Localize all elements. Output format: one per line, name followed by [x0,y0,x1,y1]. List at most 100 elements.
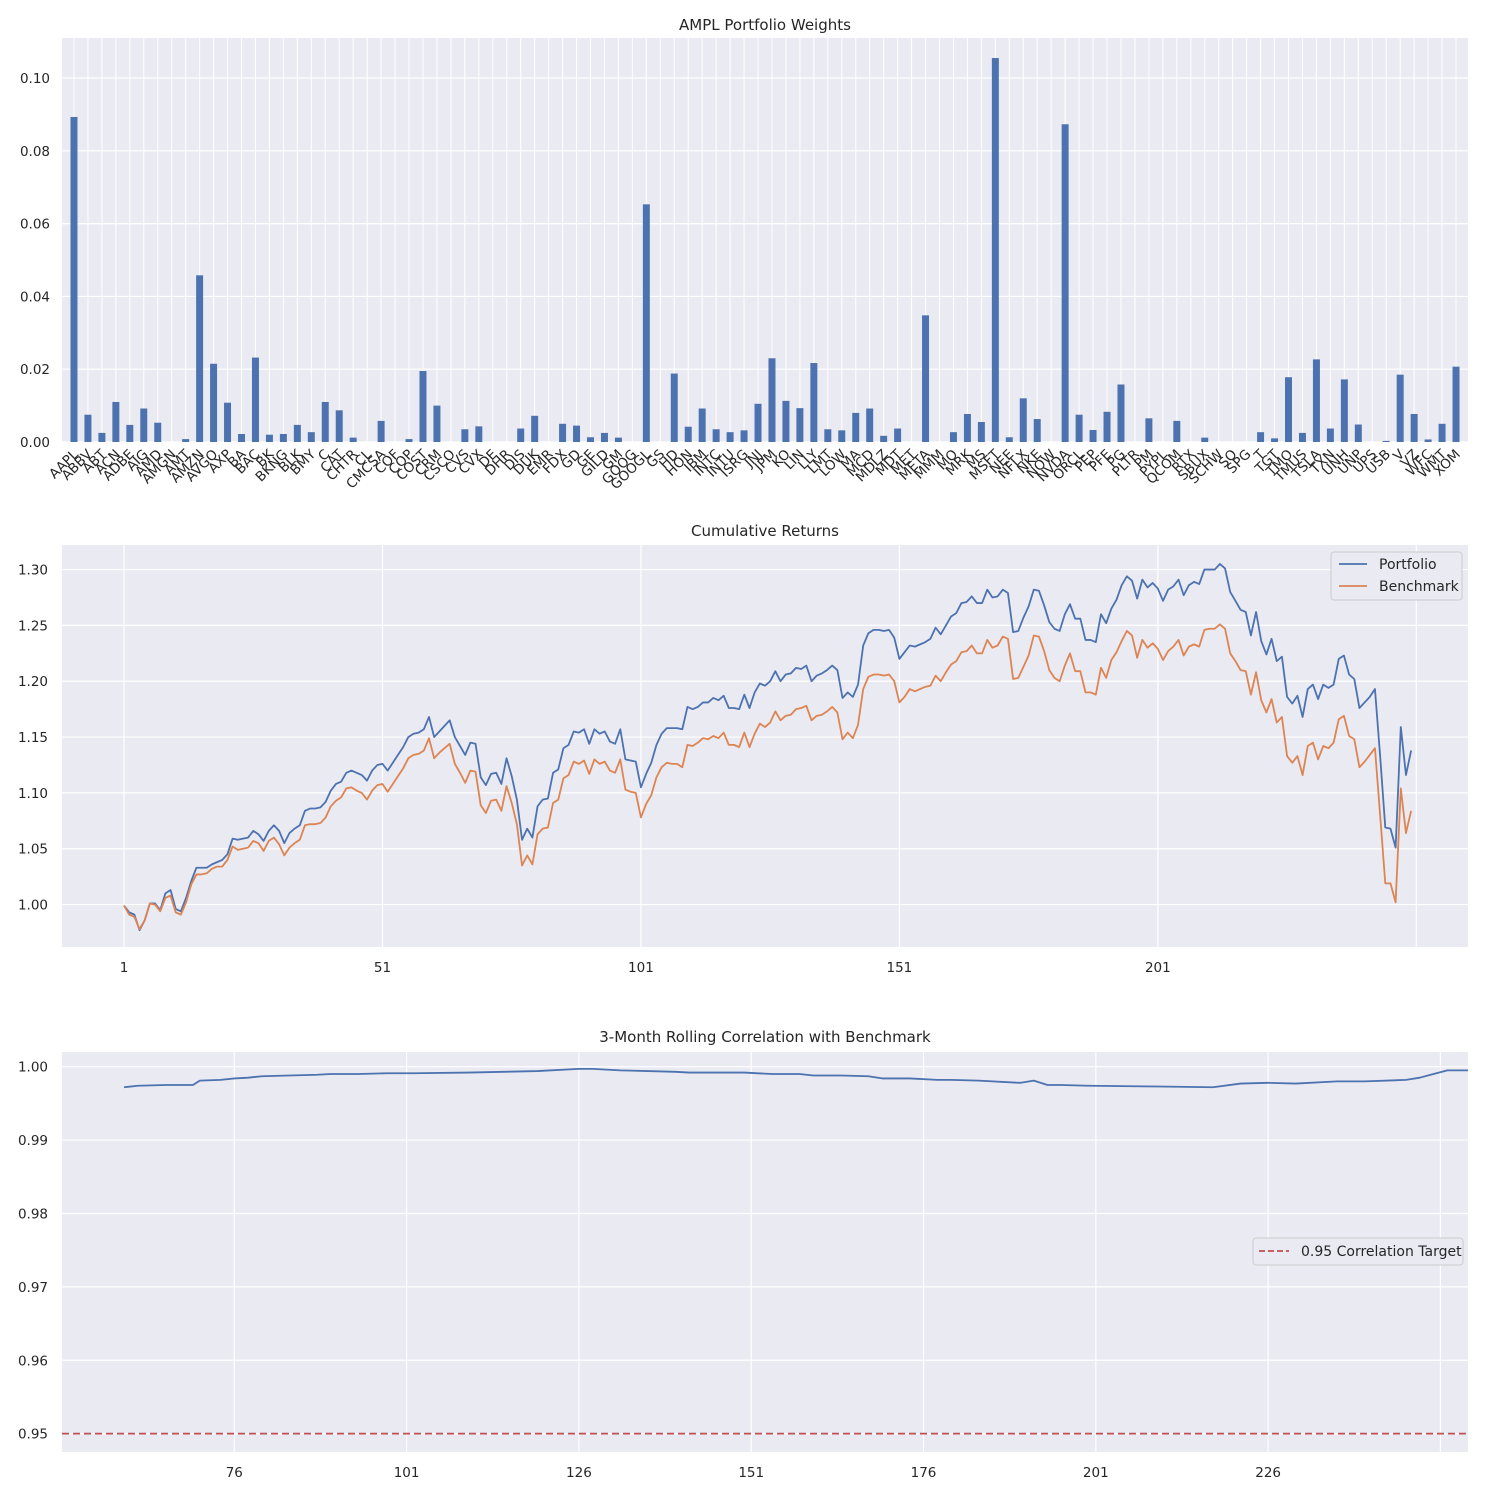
weight-bar-v [1396,374,1404,442]
returns-y-tick-label: 1.15 [18,730,48,746]
correlation-x-tick-label: 201 [1083,1465,1109,1481]
correlation-legend-box [1252,1237,1464,1266]
weight-bar-bk [265,434,273,442]
weight-bar-avgo [210,363,218,442]
weight-bar-duk [531,415,539,442]
returns-y-tick-label: 1.25 [18,618,48,634]
weight-bar-crm [433,405,441,442]
weights-y-tick-label: 0.08 [20,144,50,160]
weight-bar-lin [796,408,804,442]
legend-portfolio-label: Portfolio [1379,557,1437,573]
weight-bar-tsla [1312,359,1320,442]
correlation-y-tick-label: 0.98 [18,1206,48,1222]
weight-bar-blk [293,424,301,442]
correlation-x-tick-label: 76 [226,1465,243,1481]
weight-bar-nflx [1019,398,1027,442]
returns-plot-area [62,545,1468,947]
returns-gridlines [62,545,1468,947]
weight-bar-pg [1117,384,1125,442]
weights-chart: 0.000.020.040.060.080.10 AAPLABBVABTACNA… [20,16,1468,493]
weight-bar-ge [587,437,594,442]
weight-bar-ibm [698,408,706,442]
weight-bar-pep [1089,429,1097,442]
weight-bar-bkng [279,433,287,442]
weights-y-tick-label: 0.04 [20,289,50,305]
returns-x-tick-labels: 1 51 101 151 201 [120,960,1171,976]
correlation-y-tick-labels: 0.95 0.96 0.97 0.98 0.99 1.00 [18,1060,48,1443]
weight-bar-amd [154,422,162,442]
weight-bar-googl [642,204,650,442]
weight-bar-bac [251,357,259,442]
weight-bar-c [321,401,329,442]
correlation-x-tick-label: 151 [738,1465,764,1481]
correlation-y-tick-label: 0.97 [18,1280,48,1296]
weights-bars [70,58,1460,443]
correlation-x-tick-label: 226 [1255,1465,1281,1481]
weight-bar-msft [991,58,999,443]
weight-bar-abbv [84,414,92,442]
correlation-x-tick-label: 126 [566,1465,592,1481]
returns-legend: Portfolio Benchmark [1330,551,1463,601]
weight-bar-intc [712,429,720,442]
weight-bar-wfc [1424,439,1432,442]
weight-bar-jpm [768,358,776,442]
correlation-y-tick-label: 0.95 [18,1427,48,1443]
correlation-series-line-0 [123,1067,1468,1089]
weight-bar-cvs [461,429,469,442]
weight-bar-low [838,430,846,442]
weight-bar-hon [684,426,692,442]
weight-bar-meta [922,315,930,442]
returns-y-tick-label: 1.05 [18,842,48,858]
correlation-x-tick-label: 101 [394,1465,420,1481]
weight-bar-aig [140,408,148,442]
weight-bar-tmus [1298,432,1306,442]
weight-bar-cvx [475,426,483,442]
correlation-gridlines [62,1052,1468,1452]
weight-bar-amt [182,439,190,442]
weight-bar-xom [1452,366,1460,442]
weight-bar-tmo [1285,377,1292,442]
correlation-legend: 0.95 Correlation Target [1252,1237,1464,1266]
correlation-x-tick-labels: 76 101 126 151 176 201 226 [226,1465,1281,1481]
returns-x-tick-label: 151 [887,960,913,976]
weights-y-tick-label: 0.02 [20,362,50,378]
correlation-lines [62,1067,1468,1435]
weight-bar-mcd [866,408,874,442]
weight-bar-cop [405,439,413,442]
weights-y-tick-label: 0.00 [20,435,50,451]
weight-bar-fdx [559,423,567,442]
weight-bar-gild [600,432,608,442]
legend-target-label: 0.95 Correlation Target [1301,1244,1462,1260]
weights-plot-area [62,38,1468,442]
weight-bar-chtr [349,437,357,442]
weight-bar-pfe [1103,411,1111,442]
rolling-correlation-chart: 0.95 0.96 0.97 0.98 0.99 1.00 76 101 126 151 176 2… [18,1028,1468,1481]
weight-bar-nvda [1061,124,1069,442]
legend-benchmark-label: Benchmark [1379,579,1460,595]
weight-bar-nee [1005,437,1013,442]
weight-bar-adbe [126,424,134,442]
weight-bar-jnj [754,403,762,442]
cumulative-returns-chart: 1.001.051.101.151.201.251.30 1 51 101 151 20… [18,522,1468,976]
weight-bar-mrk [963,413,971,442]
weight-bar-unh [1340,379,1348,442]
weight-bar-txn [1326,428,1334,442]
weight-bar-gd [573,425,581,442]
weight-bar-lmt [824,429,832,442]
weight-bar-ko [782,400,790,442]
weight-bar-isrg [740,430,748,442]
returns-series-benchmark [123,623,1413,931]
weight-bar-wmt [1438,423,1446,442]
weight-bar-t [1257,432,1265,442]
weight-bar-unp [1354,424,1362,442]
weight-bar-abt [98,432,106,442]
weight-bar-mo [949,432,957,442]
returns-y-tick-label: 1.30 [18,563,48,579]
correlation-chart-title: 3-Month Rolling Correlation with Benchma… [599,1028,931,1046]
weight-bar-pm [1145,418,1153,442]
weights-y-tick-label: 0.06 [20,217,50,233]
returns-y-tick-label: 1.20 [18,674,48,690]
weight-bar-aapl [70,116,78,443]
weight-bar-mdlz [880,435,888,442]
returns-x-tick-label: 101 [628,960,654,976]
